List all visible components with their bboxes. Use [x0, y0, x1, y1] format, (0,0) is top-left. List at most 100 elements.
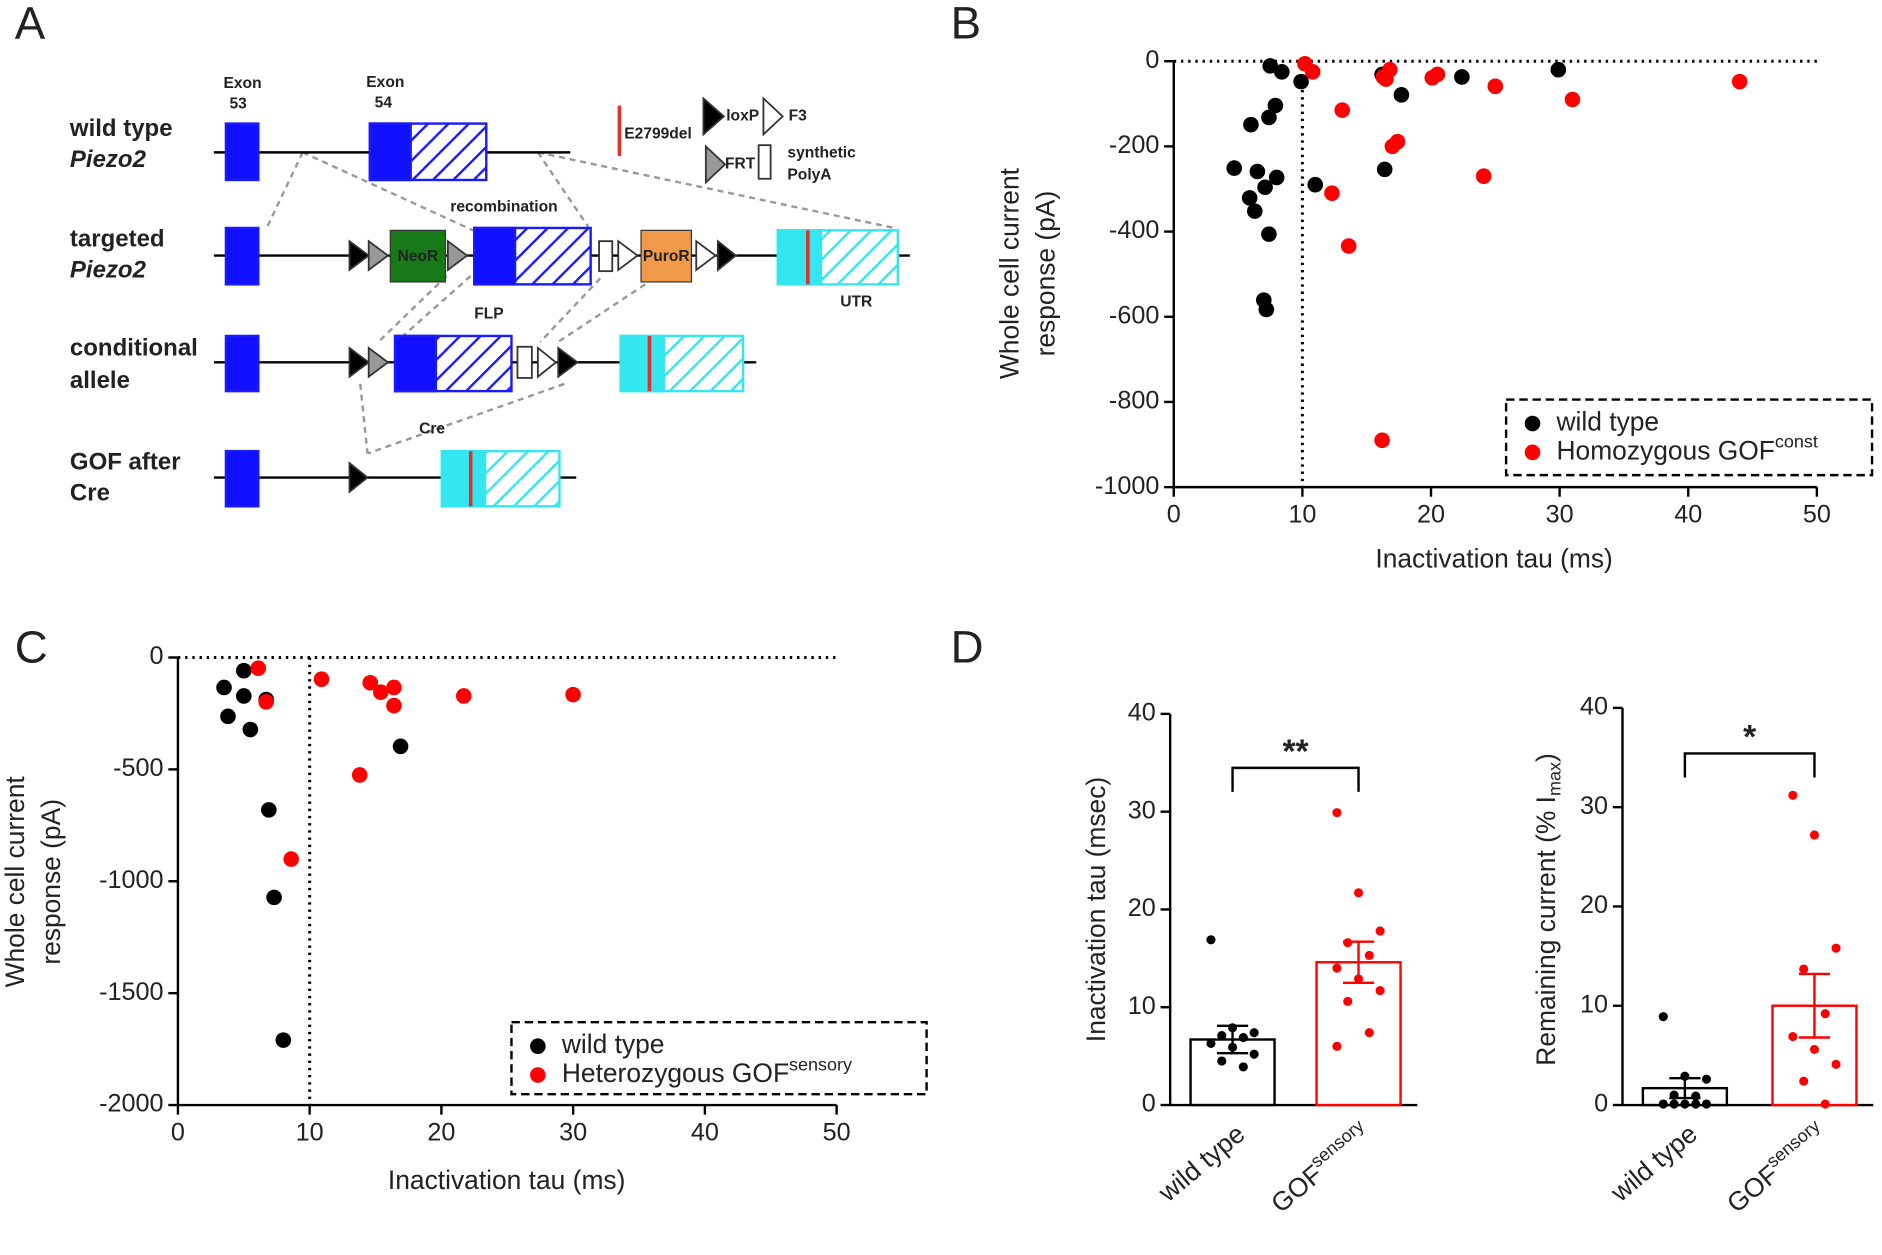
x-tick-label: 0: [171, 1118, 185, 1146]
point: [1550, 61, 1567, 78]
y-axis-label: Whole cell current: [0, 776, 30, 988]
y-tick-label: 0: [150, 642, 164, 670]
legend-label: wild type: [1556, 407, 1660, 437]
point: [1340, 238, 1357, 254]
point: [235, 688, 252, 704]
point: [1564, 91, 1581, 108]
key-label: F3: [789, 108, 808, 125]
point: [1364, 950, 1374, 960]
exon-label: 54: [375, 94, 393, 111]
y-tick-label: 30: [1580, 792, 1608, 820]
row-label: allele: [70, 367, 130, 394]
y-tick-label: -400: [1109, 216, 1159, 244]
x-tick-label: 20: [1417, 501, 1445, 529]
x-tick-label: 20: [427, 1118, 455, 1146]
point: [1691, 1091, 1701, 1101]
point: [1249, 1049, 1259, 1059]
point: [1691, 1099, 1701, 1109]
point: [1353, 888, 1364, 898]
point: [392, 738, 409, 755]
point: [1788, 790, 1798, 800]
legend-marker: [1524, 415, 1541, 432]
legend-label: wild type: [561, 1029, 665, 1059]
legend-text: wild type: [561, 1029, 665, 1059]
point: [1241, 190, 1258, 206]
y-tick-label: -1000: [1095, 472, 1159, 500]
y-tick-label: -600: [1109, 301, 1159, 329]
point: [455, 688, 472, 704]
point: [1375, 69, 1392, 85]
point: [1658, 1012, 1668, 1022]
y-tick-label: -2000: [99, 1090, 163, 1118]
point: [266, 889, 282, 906]
y-tick-label: -200: [1109, 131, 1159, 159]
x-axis-label: Inactivation tau (ms): [388, 1165, 625, 1195]
legend-box: [1504, 398, 1874, 477]
point: [362, 674, 379, 691]
point: [1454, 69, 1470, 85]
point: [1332, 963, 1342, 973]
y-tick-label: 0: [1142, 1090, 1156, 1118]
row-label: conditional: [70, 334, 198, 361]
point: [1262, 58, 1279, 74]
exon-label: Exon: [224, 75, 262, 92]
panel-label: C: [15, 621, 48, 672]
x-tick-label: 30: [1546, 501, 1574, 529]
point: [1393, 87, 1410, 103]
point: [1206, 935, 1216, 945]
point: [1375, 926, 1385, 936]
point: [1669, 1099, 1679, 1109]
point: [258, 694, 274, 710]
point: [1658, 1099, 1668, 1109]
point: [235, 662, 252, 679]
key-label: PolyA: [787, 166, 831, 183]
point: [1389, 133, 1406, 150]
category-sup: sensory: [1762, 1115, 1823, 1171]
x-tick-label: 50: [823, 1118, 851, 1146]
legend-label: Heterozygous GOFsensory: [562, 1054, 852, 1088]
point: [1324, 185, 1340, 202]
point: [216, 679, 232, 696]
point: [1429, 66, 1446, 83]
x-tick-label: 50: [1803, 501, 1831, 529]
key-label: E2799del: [624, 126, 692, 143]
legend-marker: [530, 1067, 546, 1083]
y-label-text: Remaining current (% I: [1531, 796, 1561, 1066]
diagram: Exon 53 Exon 54 wild type Piezo2 targete…: [69, 74, 910, 508]
y-tick-label: -1500: [99, 978, 163, 1006]
legend-label: Homozygous GOFconst: [1557, 431, 1818, 465]
point: [1343, 996, 1353, 1006]
point: [1304, 64, 1321, 80]
point: [242, 721, 259, 738]
y-label-end: ): [1531, 753, 1561, 762]
point: [275, 1032, 292, 1048]
point: [1238, 1032, 1248, 1043]
point: [1267, 97, 1284, 114]
point: [1669, 1090, 1679, 1100]
y-axis-label: Remaining current (% Imax): [1531, 753, 1564, 1065]
point: [1374, 432, 1390, 449]
point: [565, 686, 581, 703]
error-bar: [1798, 972, 1831, 1039]
point: [1343, 938, 1353, 948]
point: [1375, 986, 1385, 996]
point: [1261, 226, 1277, 242]
step-label: recombination: [450, 199, 557, 216]
y-tick-label: -1000: [99, 866, 163, 894]
y-tick-label: 20: [1580, 891, 1608, 919]
step-label: FLP: [474, 305, 503, 322]
point: [1227, 1023, 1238, 1033]
y-tick-label: 40: [1580, 693, 1608, 721]
significance-bracket: [1231, 766, 1360, 792]
legend-text: wild type: [1556, 407, 1660, 437]
point: [1261, 109, 1277, 126]
point: [1274, 64, 1290, 80]
y-tick-label: 10: [1580, 990, 1608, 1018]
category-text: wild type: [1604, 1118, 1703, 1208]
point: [1307, 176, 1324, 193]
point: [1831, 943, 1841, 953]
x-tick-label: 40: [691, 1118, 719, 1146]
y-tick-label: 30: [1128, 796, 1156, 824]
point: [1799, 964, 1809, 974]
point: [1217, 1031, 1227, 1041]
